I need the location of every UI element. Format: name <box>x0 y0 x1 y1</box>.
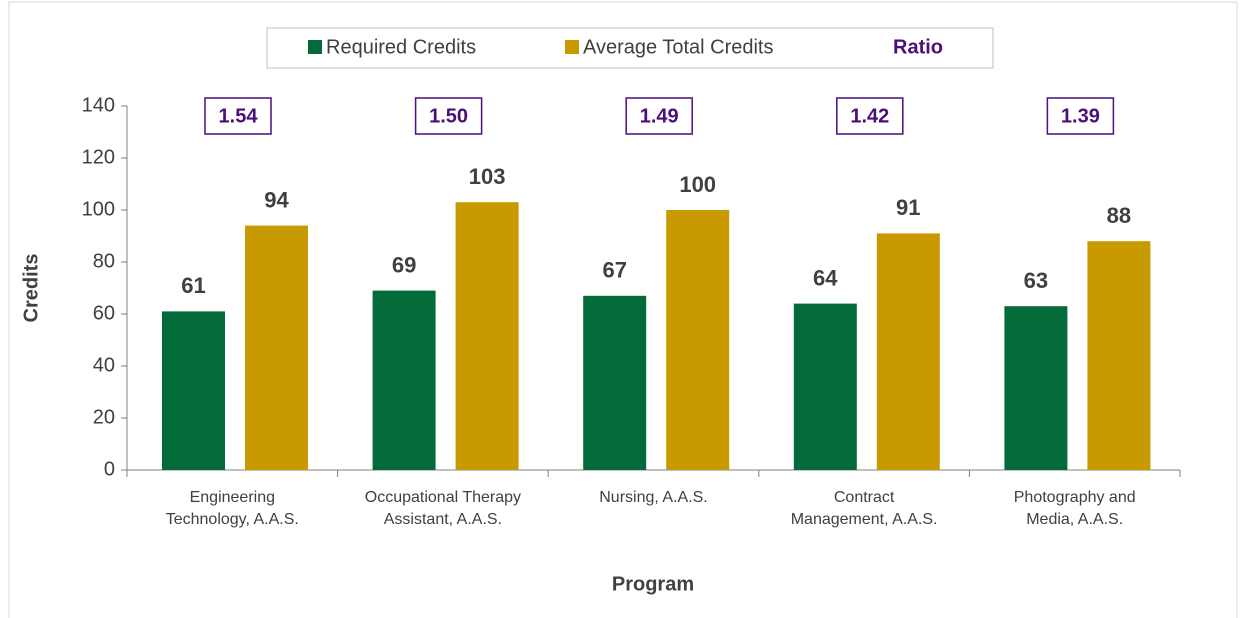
y-tick-label: 100 <box>82 198 115 220</box>
legend-label: Required Credits <box>326 36 476 58</box>
ratio-box <box>625 97 693 135</box>
ratio-label: 1.39 <box>1061 105 1100 127</box>
x-tick-label: Photography and Media, A.A.S. <box>1014 489 1136 528</box>
legend-swatch <box>565 40 579 54</box>
data-label: 91 <box>896 195 920 220</box>
y-tick-label: 140 <box>82 94 115 116</box>
y-tick-label: 60 <box>93 302 115 324</box>
bar <box>666 210 730 470</box>
data-label: 69 <box>392 252 416 277</box>
data-label: 67 <box>602 258 626 283</box>
x-tick-label: Nursing, A.A.S. <box>599 489 708 506</box>
bar <box>793 303 857 470</box>
bar <box>372 290 436 470</box>
y-tick-label: 0 <box>104 458 115 480</box>
x-tick-label-line: Photography and <box>1014 489 1136 506</box>
ratio-box <box>204 97 272 135</box>
x-tick-label-line: Nursing, A.A.S. <box>599 489 708 506</box>
bar <box>876 233 940 470</box>
x-tick-label: Contract Management, A.A.S. <box>791 489 938 528</box>
y-tick-label: 80 <box>93 250 115 272</box>
data-label: 61 <box>181 273 205 298</box>
x-axis-label: Program <box>612 573 694 595</box>
data-label: 103 <box>469 164 506 189</box>
bar <box>583 295 647 470</box>
bar <box>1004 306 1068 470</box>
x-tick-label-line: Assistant, A.A.S. <box>384 511 502 528</box>
x-tick-label: Occupational Therapy Assistant, A.A.S. <box>365 489 521 528</box>
y-tick-label: 120 <box>82 146 115 168</box>
x-tick-label-line: Engineering <box>190 489 275 506</box>
ratio-label: 1.49 <box>640 105 679 127</box>
ratio-box <box>836 97 904 135</box>
x-tick-label-line: Media, A.A.S. <box>1026 511 1123 528</box>
bar <box>455 202 519 470</box>
data-label: 88 <box>1107 203 1131 228</box>
x-tick-label-line: Management, A.A.S. <box>791 511 938 528</box>
legend-swatch <box>308 40 322 54</box>
data-label: 63 <box>1024 268 1048 293</box>
ratio-label: 1.54 <box>219 105 259 127</box>
data-label: 64 <box>813 265 838 290</box>
bar <box>1087 241 1151 470</box>
bar <box>162 311 225 470</box>
legend-label: Ratio <box>893 36 943 58</box>
bar <box>245 225 308 470</box>
x-tick-label: Engineering Technology, A.A.S. <box>166 489 299 528</box>
x-tick-label-line: Technology, A.A.S. <box>166 511 299 528</box>
data-label: 100 <box>679 172 716 197</box>
legend <box>266 27 994 69</box>
y-tick-label: 20 <box>93 406 115 428</box>
ratio-label: 1.50 <box>429 105 468 127</box>
ratio-box <box>414 97 483 135</box>
ratio-box <box>1046 97 1115 135</box>
ratio-label: 1.42 <box>850 105 889 127</box>
y-tick-label: 40 <box>93 354 115 376</box>
data-label: 94 <box>264 187 289 212</box>
x-tick-label-line: Occupational Therapy <box>365 489 521 506</box>
x-tick-label-line: Contract <box>834 489 895 506</box>
legend-label: Average Total Credits <box>583 36 773 58</box>
y-axis-label: Credits <box>20 254 42 323</box>
chart-border <box>8 1 1238 618</box>
